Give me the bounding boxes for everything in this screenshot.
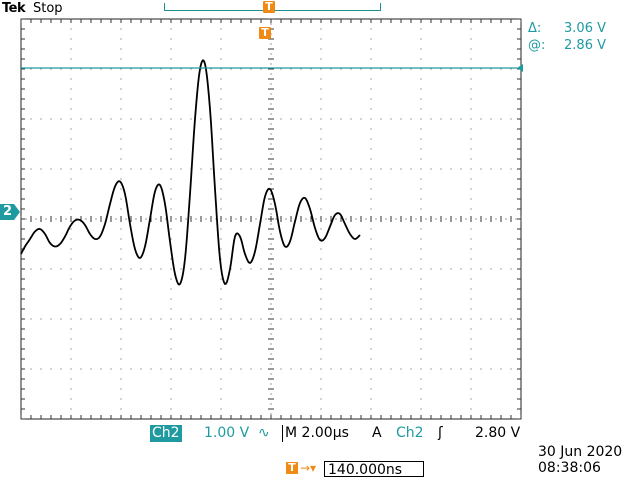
timebase-prefix: M [285, 425, 298, 441]
at-value: 2.86 V [564, 38, 606, 53]
ch2-ground-marker[interactable]: 2 [0, 204, 20, 220]
trigger-mode: A [372, 425, 382, 441]
graticule [20, 18, 522, 420]
cursor-line-arrow[interactable] [517, 64, 523, 72]
acquisition-status: Stop [33, 1, 63, 16]
timebase-readout: M 2.00µs [282, 425, 349, 442]
brand-label: Tek [2, 1, 26, 16]
trigger-offset-value: 140.000ns [324, 461, 424, 478]
delta-value: 3.06 V [564, 21, 606, 36]
vertical-scale: 1.00 V [204, 425, 250, 441]
delta-symbol: Δ: [528, 21, 542, 36]
bandwidth-limit-icon: ∿ [258, 425, 270, 441]
waveform-display [20, 18, 523, 420]
trigger-offset-icon: T [286, 462, 298, 474]
rising-edge-icon: ʃ [438, 425, 443, 441]
date-stamp: 30 Jun 2020 [538, 444, 623, 460]
trigger-offset-arrow-icon: →▾ [300, 461, 317, 475]
trigger-position-marker[interactable]: T [259, 27, 271, 39]
cursor-readout: Δ: 3.06 V @: 2.86 V [528, 20, 606, 54]
trigger-source: Ch2 [396, 425, 424, 441]
trigger-record-marker: T [263, 1, 275, 13]
trigger-level: 2.80 V [475, 425, 521, 441]
time-stamp: 08:38:06 [538, 460, 601, 476]
ch2-waveform-trace [20, 59, 361, 286]
ch2-badge[interactable]: Ch2 [150, 425, 182, 442]
at-symbol: @: [528, 38, 546, 53]
timebase-value: 2.00µs [301, 425, 349, 441]
